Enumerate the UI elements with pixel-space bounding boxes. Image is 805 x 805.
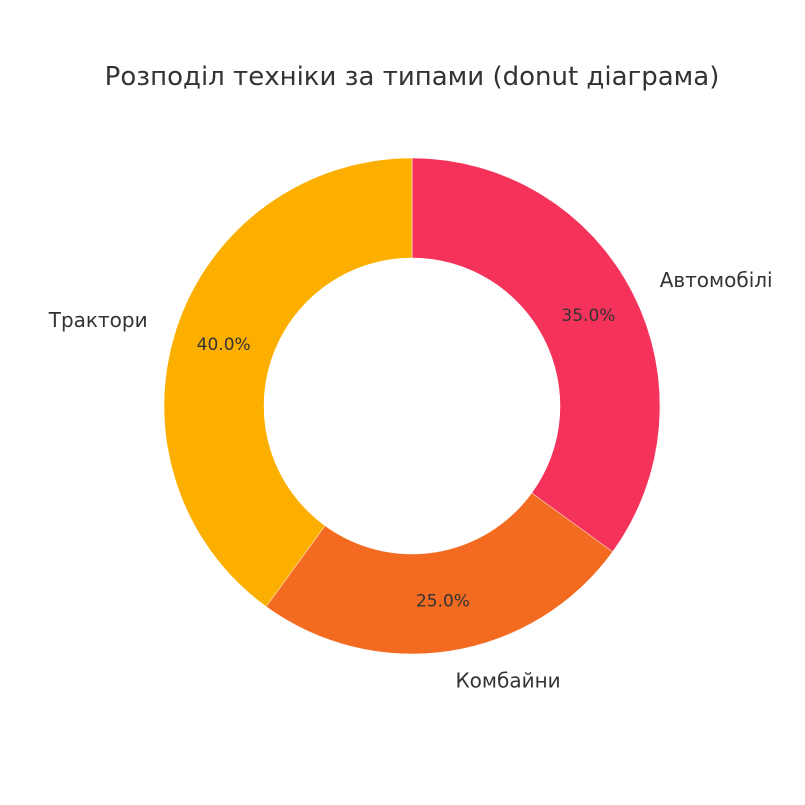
donut-slice-1 <box>411 157 661 553</box>
percent-label-2: 25.0% <box>416 592 470 612</box>
category-label-1: Автомобілі <box>660 268 773 292</box>
donut-slice-2 <box>265 492 613 655</box>
category-labels: Автомобілі Комбайни Трактори <box>48 268 773 693</box>
category-label-2: Комбайни <box>455 669 560 693</box>
category-label-3: Трактори <box>48 308 148 332</box>
donut-slice-3 <box>163 157 413 607</box>
chart-title: Розподіл техніки за типами (donut діагра… <box>105 62 720 92</box>
percent-labels: 35.0% 25.0% 40.0% <box>197 306 616 611</box>
donut-slices <box>163 157 661 655</box>
percent-label-3: 40.0% <box>197 335 251 355</box>
percent-label-1: 35.0% <box>561 306 615 326</box>
